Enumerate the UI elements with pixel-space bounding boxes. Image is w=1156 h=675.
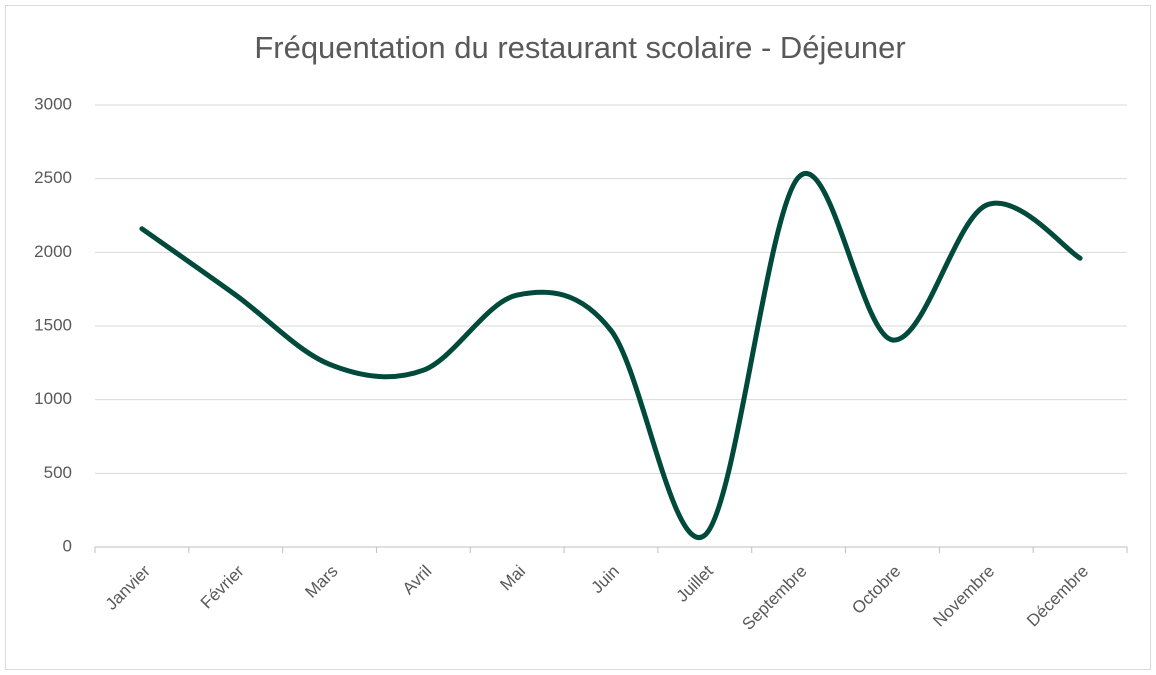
y-tick-label: 2500 [34,168,72,187]
y-tick-label: 1500 [34,315,72,334]
chart-border [5,5,1151,670]
chart-title: Fréquentation du restaurant scolaire - D… [254,30,905,65]
line [139,171,1083,541]
y-tick-label: 0 [63,536,72,555]
y-tick-label: 2000 [34,242,72,261]
y-tick-label: 1000 [34,389,72,408]
y-tick-label: 3000 [34,94,72,113]
y-tick-label: 500 [44,463,72,482]
